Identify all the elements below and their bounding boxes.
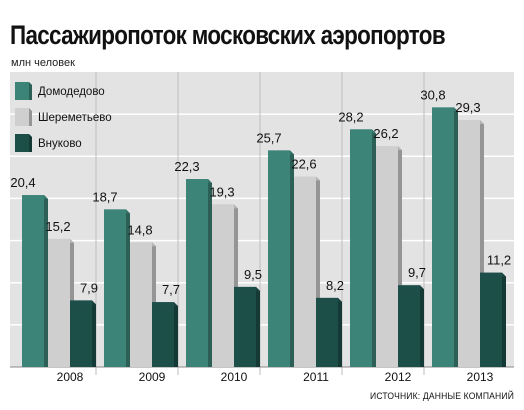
data-label: 14,8 [127,222,152,237]
data-label: 11,2 [487,253,511,268]
data-label: 15,2 [45,219,70,234]
legend-swatch-sheremetyevo [15,108,29,126]
bar-vnukovo-side [256,286,260,367]
data-label: 20,4 [10,175,35,190]
bar-sheremetyevo-top [212,204,238,209]
legend-swatch-vnukovo [15,134,29,152]
bar-vnukovo [398,285,420,367]
bar-domodedovo [104,209,126,367]
legend-swatch-side [29,108,32,126]
bar-domodedovo-side [454,107,458,368]
bar-domodedovo-top [186,179,212,184]
bar-domodedovo [268,150,290,367]
bar-vnukovo-top [152,302,178,307]
data-label: 7,9 [80,280,98,295]
bar-vnukovo [152,302,174,367]
bar-sheremetyevo [294,176,316,367]
legend-label-sheremetyevo: Шереметьево [38,112,112,124]
bar-vnukovo-top [398,285,424,290]
bar-sheremetyevo-top [130,242,156,247]
data-label: 18,7 [92,189,117,204]
x-tick-label: 2011 [303,370,329,384]
bar-vnukovo-top [480,272,506,277]
bar-domodedovo-top [268,150,294,155]
bar-domodedovo [350,129,372,367]
data-label: 9,5 [244,267,262,282]
bar-sheremetyevo [458,120,480,368]
x-tick-label: 2012 [385,370,412,384]
legend-swatch-side [29,82,32,100]
bar-sheremetyevo [48,238,70,367]
x-tick-label: 2013 [467,370,494,384]
chart-title: Пассажиропоток московских аэропортов [10,20,446,50]
bar-sheremetyevo-top [48,238,74,243]
bar-vnukovo-side [92,300,96,367]
bar-sheremetyevo [212,204,234,367]
bar-vnukovo [70,300,92,367]
bar-domodedovo-top [22,195,48,200]
bar-sheremetyevo [376,146,398,367]
data-label: 28,2 [338,109,363,124]
x-tick-label: 2009 [139,370,166,384]
data-label: 22,3 [174,159,199,174]
data-label: 22,6 [291,157,316,172]
bar-vnukovo [480,272,502,367]
bar-domodedovo [186,179,208,367]
bar-vnukovo-top [234,286,260,291]
legend-label-vnukovo: Внуково [38,138,82,150]
data-label: 29,3 [455,100,480,115]
bar-vnukovo-top [316,297,342,302]
bar-vnukovo-side [174,302,178,367]
bar-domodedovo-top [350,129,376,134]
data-label: 30,8 [420,87,445,102]
bar-sheremetyevo-top [458,120,484,125]
bar-vnukovo-side [338,297,342,367]
bar-vnukovo [316,297,338,367]
x-tick-label: 2010 [221,370,248,384]
data-label: 26,2 [373,126,398,141]
data-label: 19,3 [209,184,234,199]
data-label: 25,7 [256,130,281,145]
bar-domodedovo-side [290,150,294,367]
bar-domodedovo-side [208,179,212,367]
source-note: ИСТОЧНИК: ДАННЫЕ КОМПАНИЙ [369,391,514,402]
bar-vnukovo-side [420,285,424,367]
legend-swatch-domodedovo [15,82,29,100]
bar-vnukovo-top [70,300,96,305]
data-label: 9,7 [408,265,426,280]
bar-sheremetyevo-top [294,176,320,181]
bar-domodedovo [432,107,454,368]
data-label: 7,7 [162,282,180,297]
bar-domodedovo [22,195,44,367]
bar-domodedovo-side [372,129,376,367]
bar-domodedovo-top [432,107,458,112]
chart-subtitle: млн человек [11,57,75,69]
x-tick-label: 2008 [57,370,84,384]
bar-domodedovo-side [126,209,130,367]
legend-label-domodedovo: Домодедово [38,86,105,98]
legend-swatch-side [29,134,32,152]
bar-domodedovo-side [44,195,48,367]
bar-sheremetyevo-top [376,146,402,151]
bar-vnukovo [234,286,256,367]
bar-vnukovo-side [502,272,506,367]
bar-sheremetyevo [130,242,152,367]
bar-domodedovo-top [104,209,130,214]
data-label: 8,2 [326,278,344,293]
